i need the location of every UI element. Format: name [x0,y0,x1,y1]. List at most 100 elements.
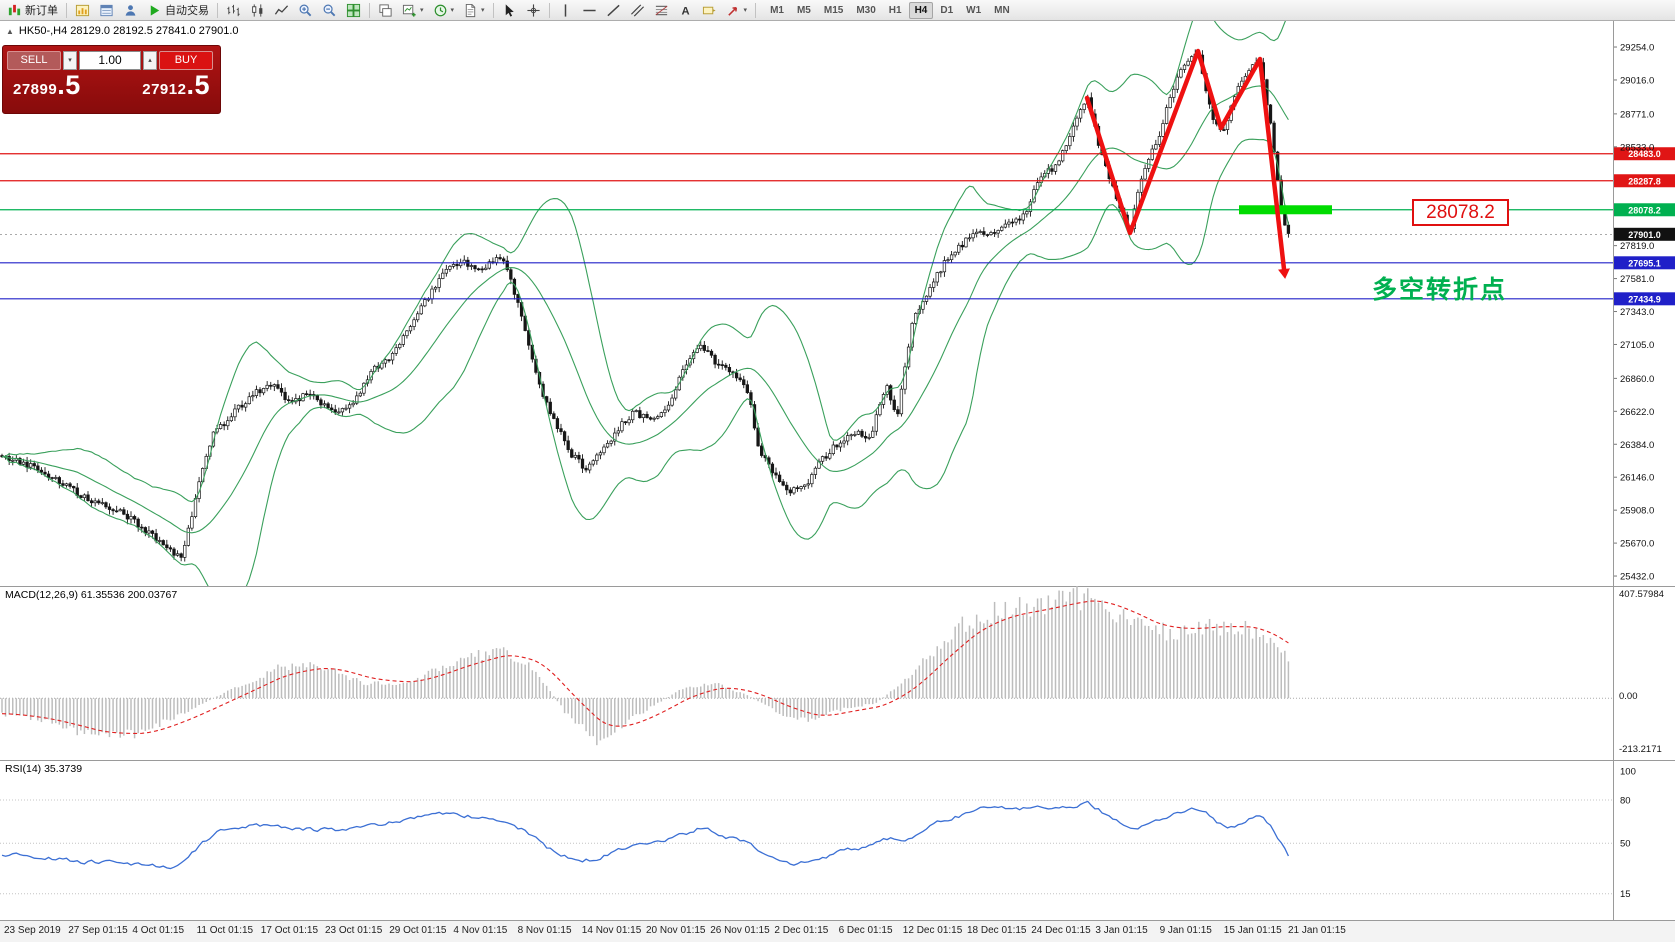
chart-period-button[interactable]: ▾ [429,1,459,20]
price-tick-label: 25670.0 [1620,539,1654,550]
candle-body [412,319,416,327]
candle-body [54,477,58,479]
date-axis-label: 3 Jan 01:15 [1095,925,1148,936]
caret-up-icon: ▴ [148,57,152,64]
candle-body [226,420,230,427]
volume-input[interactable] [79,50,141,70]
price-annotation-box[interactable]: 28078.2 [1412,199,1509,226]
new-chart-button[interactable]: ▾ [398,1,428,20]
candle-body [785,484,789,491]
volume-up-button[interactable]: ▴ [143,50,157,70]
template-button[interactable]: ▾ [459,1,489,20]
candle-body [1179,69,1183,78]
buy-price-button[interactable]: 27912.5 [142,72,210,99]
crosshair-tool-button[interactable] [522,1,545,20]
candle-body [570,449,574,458]
date-axis-label: 2 Dec 01:15 [774,925,829,936]
macd-canvas[interactable] [0,586,1675,760]
timeframe-button-M15[interactable]: M15 [818,2,849,19]
trade-panel-prices: 27899.5 27912.5 [7,71,216,99]
date-axis-label: 18 Dec 01:15 [967,925,1027,936]
candle-body [408,326,413,332]
candle-body [197,481,201,499]
timeframe-button-M30[interactable]: M30 [850,2,881,19]
candlestick-chart-type-button[interactable] [246,1,269,20]
candle-body [487,261,491,269]
timeframe-button-M5[interactable]: M5 [791,2,817,19]
vertical-line-tool-button[interactable] [554,1,577,20]
crosshair-icon [526,3,540,17]
price-tick-label: 26622.0 [1620,407,1654,418]
rsi-axis-label: 50 [1620,839,1631,850]
price-axis[interactable] [1614,21,1675,586]
market-watch-button[interactable] [71,1,94,20]
tile-windows-button[interactable] [342,1,365,20]
candle-body [494,257,499,263]
trend-arrowhead [1278,268,1290,279]
bar-chart-type-button[interactable] [222,1,245,20]
timeframe-button-H4[interactable]: H4 [908,1,934,19]
timeframe-button-D1[interactable]: D1 [934,2,959,19]
candle-body [613,432,617,442]
zoom-in-button[interactable] [294,1,317,20]
date-axis-label: 23 Sep 2019 [4,925,61,936]
volume-down-button[interactable]: ▾ [63,50,77,70]
data-window-button[interactable] [95,1,118,20]
tile-windows-icon [346,3,361,17]
candle-body [1286,224,1291,234]
collapse-icon[interactable]: ▲ [6,26,14,36]
cascade-windows-button[interactable] [374,1,397,20]
candle-body [1075,117,1079,127]
channel-tool-button[interactable] [626,1,649,20]
new-order-label: 新订单 [25,5,58,17]
zoom-out-icon [323,4,336,16]
candle-body [1064,145,1068,151]
candle-body [1168,97,1172,108]
sell-price-button[interactable]: 27899.5 [13,72,81,99]
candle-body [79,495,83,499]
toolbar-separator [369,2,370,18]
candle-body [437,278,441,288]
candle-body [899,388,904,415]
candle-body [975,231,979,235]
timeframe-toolbar: M1 M5 M15 M30 H1 H4 D1 W1 MN [764,1,1016,19]
timeframe-button-MN[interactable]: MN [988,2,1016,19]
candle-body [451,264,456,267]
text-label-tool-button[interactable] [698,1,721,20]
buy-button[interactable]: BUY [159,50,213,70]
text-tool-button[interactable]: A [674,1,697,20]
date-axis-label: 6 Dec 01:15 [838,925,893,936]
candle-body [856,430,861,435]
timeframe-button-M1[interactable]: M1 [764,2,790,19]
candle-body [387,359,391,362]
line-chart-type-button[interactable] [270,1,293,20]
candle-body [416,313,420,321]
candle-body [595,454,599,462]
candle-body [505,260,509,271]
candle-body [484,267,488,270]
fibonacci-tool-button[interactable] [650,1,673,20]
timeframe-button-H1[interactable]: H1 [883,2,908,19]
rsi-canvas[interactable]: 100 80 50 15 [0,760,1675,920]
new-order-button[interactable]: 新订单 [3,1,62,20]
turning-point-annotation[interactable]: 多空转折点 [1372,276,1508,304]
timeframe-button-W1[interactable]: W1 [960,2,987,19]
main-chart-canvas[interactable]: 28483.0 28287.8 28078.2 27695.1 27434.9 27901… [0,21,1675,586]
auto-trading-button[interactable]: 自动交易 [143,1,213,20]
arrows-tool-button[interactable]: ▾ [722,1,752,20]
horizontal-line-tool-button[interactable] [578,1,601,20]
cursor-tool-button[interactable] [498,1,521,20]
fibonacci-icon [655,5,667,15]
time-axis[interactable]: 23 Sep 2019 27 Sep 01:15 4 Oct 01:15 11 Oct… [0,920,1675,942]
candle-body [444,268,448,274]
trendline-tool-button[interactable] [602,1,625,20]
candle-body [1139,178,1144,193]
sell-button[interactable]: SELL [7,50,61,70]
candle-body [799,486,803,490]
navigator-button[interactable] [119,1,142,20]
candle-body [996,230,1000,234]
candle-body [885,385,889,395]
rsi-line [1,800,1290,870]
zoom-out-button[interactable] [318,1,341,20]
price-tick-label: 26146.0 [1620,473,1654,484]
